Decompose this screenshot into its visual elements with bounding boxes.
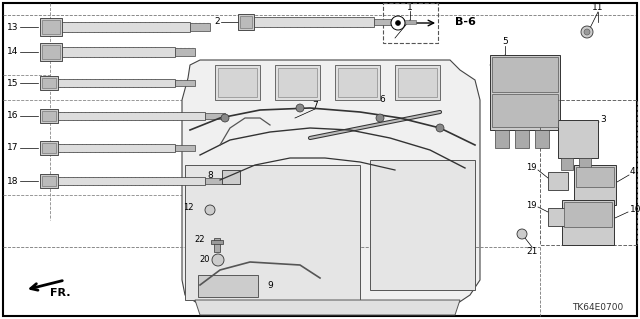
Text: 12: 12	[184, 203, 194, 211]
Bar	[535, 130, 549, 148]
Bar	[211, 240, 223, 244]
Bar	[558, 120, 598, 158]
Text: B-6: B-6	[455, 17, 476, 27]
Circle shape	[212, 254, 224, 266]
Text: 18: 18	[6, 176, 18, 186]
Bar	[205, 178, 225, 184]
Circle shape	[396, 20, 401, 26]
Bar	[185, 165, 360, 300]
Text: 21: 21	[526, 248, 538, 256]
Bar	[40, 18, 62, 36]
Bar	[561, 158, 573, 170]
Bar	[40, 109, 58, 123]
Bar	[58, 177, 205, 185]
Bar	[562, 200, 614, 245]
Circle shape	[391, 16, 405, 30]
Bar	[395, 65, 440, 100]
Circle shape	[205, 205, 215, 215]
Text: FR.: FR.	[50, 288, 70, 298]
Bar	[548, 208, 568, 226]
Bar	[579, 158, 591, 170]
Bar	[374, 19, 404, 25]
Circle shape	[221, 114, 229, 122]
Bar	[404, 20, 416, 24]
Bar	[42, 176, 56, 186]
Text: 4: 4	[630, 167, 636, 176]
Bar	[175, 48, 195, 56]
Bar	[254, 17, 374, 27]
Text: 13: 13	[6, 23, 18, 32]
Bar	[62, 22, 190, 32]
Bar	[278, 68, 317, 97]
Bar	[218, 68, 257, 97]
Bar	[42, 111, 56, 121]
Text: 16: 16	[6, 112, 18, 121]
Bar	[240, 16, 252, 28]
Bar	[42, 45, 60, 59]
Bar	[40, 76, 58, 90]
Text: 2: 2	[214, 18, 220, 26]
Text: TK64E0700: TK64E0700	[572, 303, 623, 313]
Bar	[190, 23, 210, 31]
Text: 8: 8	[207, 170, 213, 180]
Bar	[42, 143, 56, 153]
Bar	[214, 238, 220, 252]
Circle shape	[584, 29, 590, 35]
Text: 5: 5	[502, 38, 508, 47]
Polygon shape	[195, 300, 460, 315]
Circle shape	[436, 124, 444, 132]
Bar	[58, 144, 175, 152]
Circle shape	[376, 114, 384, 122]
Bar	[574, 165, 616, 205]
Text: 15: 15	[6, 78, 18, 87]
Circle shape	[581, 26, 593, 38]
Bar	[383, 3, 438, 43]
Bar	[492, 57, 558, 92]
Bar	[338, 68, 377, 97]
Circle shape	[517, 229, 527, 239]
Bar	[548, 172, 568, 190]
Bar	[515, 130, 529, 148]
Bar	[62, 47, 175, 57]
Text: 1: 1	[407, 4, 413, 12]
Bar	[215, 65, 260, 100]
Text: 14: 14	[6, 48, 18, 56]
Bar	[540, 100, 637, 245]
Text: 10: 10	[630, 205, 640, 214]
Text: 17: 17	[6, 144, 18, 152]
Bar	[238, 14, 254, 30]
Bar	[175, 80, 195, 86]
Text: 22: 22	[195, 235, 205, 244]
Text: 6: 6	[379, 95, 385, 105]
Bar	[222, 170, 240, 184]
Polygon shape	[182, 60, 480, 305]
Bar	[275, 65, 320, 100]
Circle shape	[296, 104, 304, 112]
Bar	[335, 65, 380, 100]
Bar	[495, 130, 509, 148]
Bar	[490, 55, 560, 130]
Text: 7: 7	[312, 100, 318, 109]
Text: 11: 11	[592, 4, 604, 12]
Text: 20: 20	[200, 256, 210, 264]
Text: 3: 3	[600, 115, 605, 124]
Bar	[576, 167, 614, 187]
Bar	[175, 145, 195, 151]
Bar	[198, 275, 258, 297]
Bar	[564, 202, 612, 227]
Bar	[398, 68, 437, 97]
Text: 19: 19	[527, 201, 537, 210]
Bar	[492, 94, 558, 127]
Text: 9: 9	[267, 280, 273, 290]
Bar	[40, 174, 58, 188]
Bar	[205, 113, 225, 119]
Bar	[42, 20, 60, 34]
Bar	[40, 141, 58, 155]
Bar	[58, 79, 175, 87]
Bar	[58, 112, 205, 120]
Bar	[42, 78, 56, 88]
Bar	[370, 160, 475, 290]
Bar	[40, 43, 62, 61]
Text: 19: 19	[527, 164, 537, 173]
